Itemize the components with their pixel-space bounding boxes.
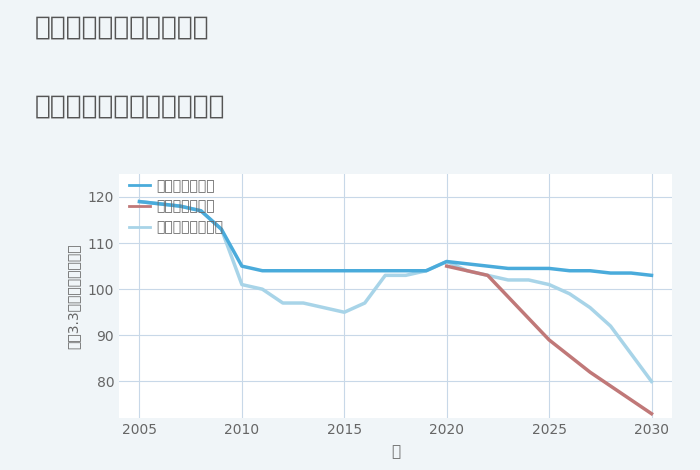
Text: 中古マンションの価格推移: 中古マンションの価格推移 xyxy=(35,94,225,120)
Legend: グッドシナリオ, バッドシナリオ, ノーマルシナリオ: グッドシナリオ, バッドシナリオ, ノーマルシナリオ xyxy=(126,176,226,237)
Y-axis label: 坪（3.3㎡）単価（万円）: 坪（3.3㎡）単価（万円） xyxy=(66,243,80,349)
Text: 奈良県橿原市北越智町の: 奈良県橿原市北越智町の xyxy=(35,14,209,40)
X-axis label: 年: 年 xyxy=(391,444,400,459)
